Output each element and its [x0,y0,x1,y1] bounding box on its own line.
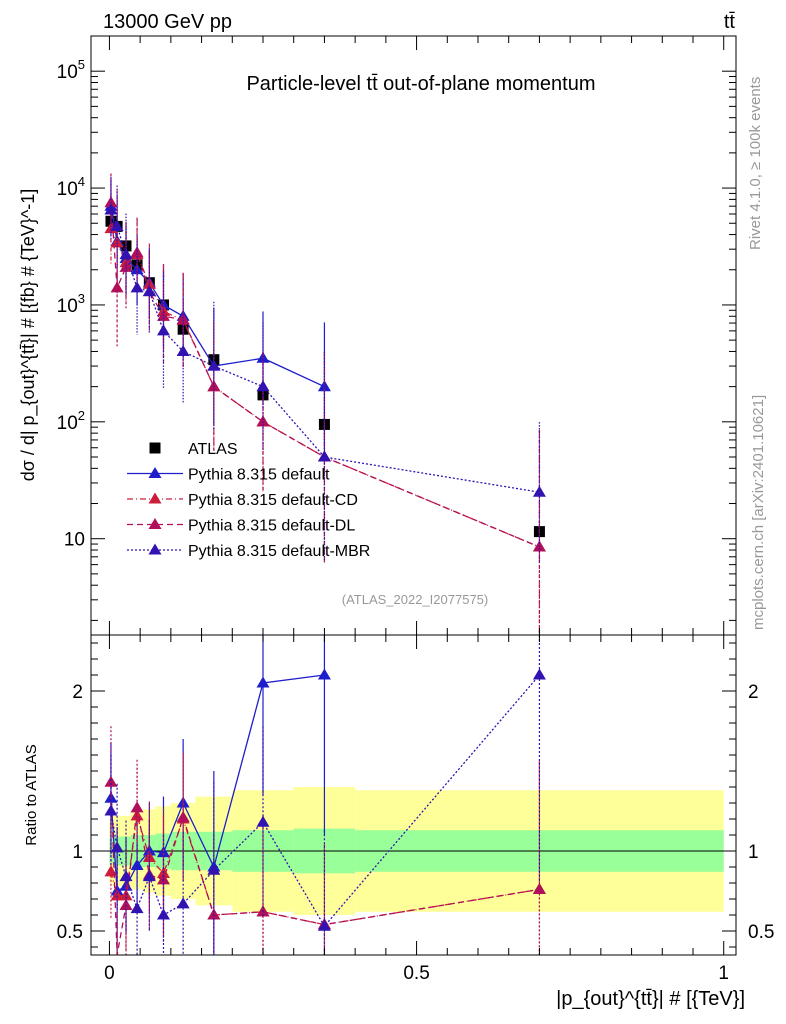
x-tick-label: 1 [718,963,729,984]
rivet-label: Rivet 4.1.0, ≥ 100k events [747,77,764,250]
series-marker [207,359,221,371]
ratio-marker [104,804,118,816]
series-marker [130,246,144,258]
legend-item: Pythia 8.315 default-DL [127,518,355,535]
legend-item: Pythia 8.315 default-MBR [127,543,370,560]
ratio-marker [142,870,156,882]
series-marker [176,344,190,357]
series-marker [207,380,221,392]
ratio-marker [104,775,118,787]
ratio-marker [256,815,270,827]
series-pythia-8-315-default-mbr [104,180,546,563]
series-pythia-8-315-default-cd [104,190,546,635]
main-panel: Particle-level tt̄ out-of-plane momentum… [18,35,737,636]
series-marker [110,281,124,293]
ratio-marker [156,908,170,920]
legend-label: ATLAS [188,441,238,458]
ratio-marker [532,668,546,680]
ratio-y-tick-label: 0.5 [57,922,83,943]
ratio-y-tick-label: 2 [72,682,83,703]
legend-label: Pythia 8.315 default-CD [188,492,358,509]
ratio-marker [317,668,331,680]
legend: ATLAS Pythia 8.315 default Pythia 8.315 de… [127,441,370,560]
ratio-y-axis-label: Ratio to ATLAS [23,744,40,845]
series-marker [142,285,156,297]
series-marker [317,450,331,462]
series-marker [104,196,118,208]
main-y-axis-label: dσ / d| p_{out}^{tt̄}| # [{fb} # {TeV}^-… [18,189,39,482]
ratio-frame [90,634,737,956]
series-pythia-8-315-default [104,176,331,451]
series-marker [110,219,124,231]
ratio-marker [119,870,133,882]
legend-item: ATLAS [149,441,238,458]
ratio-marker [176,897,190,909]
y-tick-label: 103 [57,291,85,317]
process-label: tt̄ [724,11,736,33]
ratio-panel: Ratio to ATLAS 0.5 0.5 1 1 2 2 0 0.5 1 |p_{out}^… [23,634,774,1010]
series-atlas [105,215,545,538]
y-tick-label: 102 [57,408,85,434]
watermark: (ATLAS_2022_I2077575) [342,592,488,607]
ratio-marker [176,810,190,822]
ratio-marker [207,908,221,920]
y-tick-label: 104 [57,174,85,200]
ratio-marker [130,902,144,914]
ratio-marker [532,882,546,894]
ratio-marker [110,841,124,853]
ratio-y-tick-label: 1 [72,842,83,863]
ratio-marker [317,919,331,931]
y-tick-label: 105 [57,57,85,83]
legend-label: Pythia 8.315 default-MBR [188,543,370,560]
series-marker [104,203,118,215]
ratio-marker [130,801,144,813]
series-marker [119,260,133,272]
legend-marker [148,543,162,555]
legend-marker [148,467,162,479]
series-line [110,206,325,388]
legend-marker [149,442,161,454]
ratio-series-pythia-8-315-default-mbr [104,635,546,955]
ratio-marker [156,873,170,885]
legend-item: Pythia 8.315 default [127,467,330,484]
ratio-marker [256,676,270,688]
main-chart-title: Particle-level tt̄ out-of-plane momentum [246,73,595,95]
x-tick-label: 0.5 [403,963,429,984]
series-marker [256,415,270,427]
x-tick-label: 0 [104,963,115,984]
ratio-marker [207,863,221,875]
series-marker [156,324,170,336]
legend-label: Pythia 8.315 default [188,467,330,484]
series-marker [176,313,190,325]
ratio-y-tick-label-right: 1 [748,842,759,863]
ratio-marker [130,809,144,821]
y-tick-label: 10 [64,530,85,551]
legend-label: Pythia 8.315 default-DL [188,518,355,535]
legend-marker [148,518,162,530]
legend-marker [148,492,162,504]
series-marker [130,281,144,293]
series-line [110,209,540,493]
x-axis-label: |p_{out}^{tt̄}| # [{TeV}] [556,988,745,1010]
ratio-y-tick-label-right: 2 [748,682,759,703]
series-marker [119,248,133,260]
ratio-marker [119,898,133,910]
legend-item: Pythia 8.315 default-CD [127,492,358,509]
series-pythia-8-315-default-dl [104,173,546,635]
series-marker [256,380,270,392]
series-marker [532,485,546,497]
ratio-marker [130,858,144,870]
mcplots-label: mcplots.cern.ch [arXiv:2401.10621] [750,395,767,630]
ratio-y-tick-label-right: 0.5 [748,922,774,943]
ratio-marker [110,889,124,901]
energy-label: 13000 GeV pp [103,11,232,33]
